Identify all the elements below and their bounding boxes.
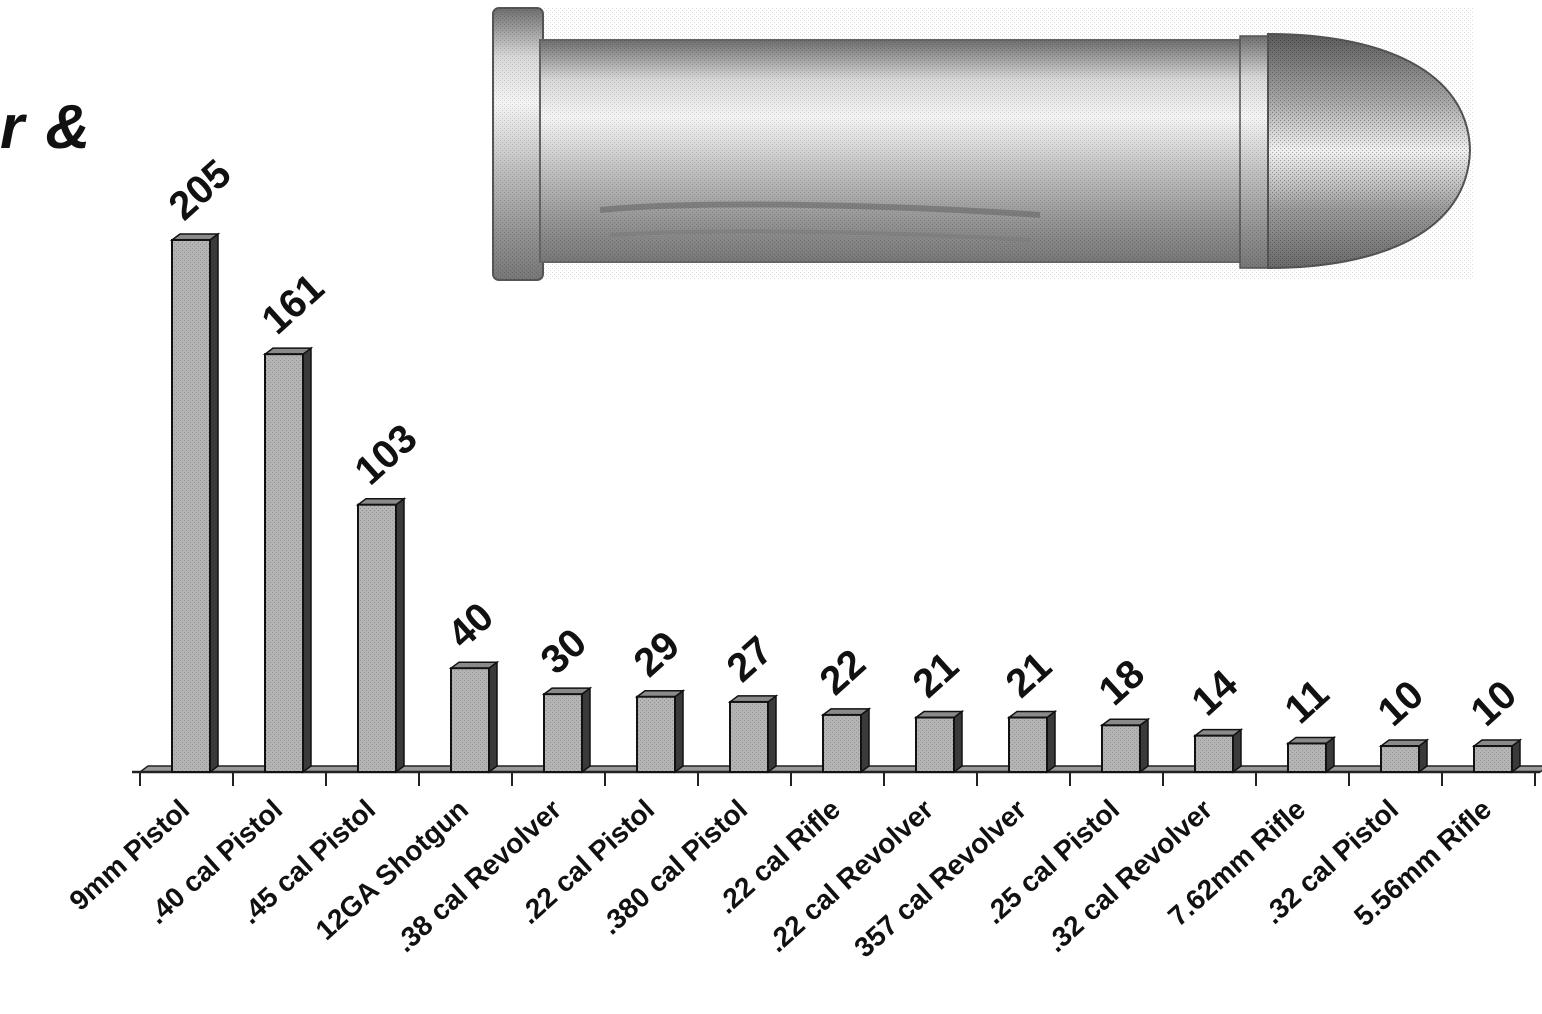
bar — [1006, 710, 1058, 774]
chart-title-fragment: r & — [0, 93, 93, 162]
data-label: 29 — [626, 623, 689, 685]
bar — [169, 232, 221, 774]
data-label: 161 — [254, 265, 333, 342]
bar — [448, 660, 500, 774]
bar — [1192, 728, 1244, 774]
cartridge-photo — [492, 7, 1473, 281]
bar — [262, 346, 314, 774]
x-tick-label: .22 cal Revolver — [761, 793, 939, 958]
data-label: 40 — [440, 594, 503, 656]
data-label: 10 — [1463, 672, 1526, 734]
data-label: 21 — [998, 644, 1061, 706]
x-tick-label: .38 cal Revolver — [389, 793, 567, 958]
data-label: 11 — [1277, 671, 1338, 732]
bar — [1099, 717, 1151, 774]
bar — [1285, 735, 1337, 774]
bar — [1378, 738, 1430, 774]
x-tick-label: .32 cal Revolver — [1040, 793, 1218, 958]
data-label: 103 — [347, 416, 426, 493]
data-label: 30 — [533, 620, 596, 682]
data-label: 10 — [1370, 672, 1433, 734]
bar — [913, 710, 965, 774]
bar — [727, 694, 779, 774]
data-label: 205 — [161, 151, 240, 228]
data-label: 22 — [812, 641, 875, 703]
data-label: 27 — [719, 628, 782, 690]
x-tick-label: 357 cal Revolver — [848, 793, 1032, 963]
bar — [820, 707, 872, 774]
bar — [541, 686, 593, 774]
bar — [355, 497, 407, 774]
data-label: 21 — [905, 644, 968, 706]
bar — [634, 689, 686, 774]
bar — [1471, 738, 1523, 774]
data-label: 14 — [1184, 661, 1247, 724]
data-label: 18 — [1091, 651, 1154, 713]
